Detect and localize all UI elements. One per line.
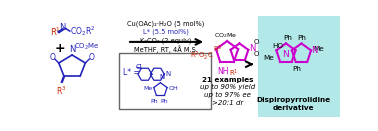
Text: L* (5.5 mol%): L* (5.5 mol%) xyxy=(143,29,189,35)
Bar xyxy=(119,53,211,109)
Text: OH: OH xyxy=(168,86,178,91)
Text: CO$_2$Me: CO$_2$Me xyxy=(74,42,100,52)
Text: NH: NH xyxy=(217,67,229,76)
Text: >20:1 dr: >20:1 dr xyxy=(212,100,243,106)
Text: N: N xyxy=(160,74,165,80)
Text: 21 examples: 21 examples xyxy=(202,77,254,83)
Text: up to 97% ee: up to 97% ee xyxy=(204,92,251,98)
Text: R$^1$: R$^1$ xyxy=(229,67,238,79)
Text: +: + xyxy=(54,42,65,55)
Text: N: N xyxy=(249,44,256,53)
Text: Cu(OAc)₂·H₂O (5 mol%): Cu(OAc)₂·H₂O (5 mol%) xyxy=(127,20,204,27)
Text: R$^3$: R$^3$ xyxy=(213,44,222,55)
Text: N: N xyxy=(311,46,318,55)
Text: O: O xyxy=(50,53,56,62)
Text: N: N xyxy=(60,23,66,32)
Text: N: N xyxy=(165,71,170,77)
Text: up to 90% yield: up to 90% yield xyxy=(200,84,256,90)
Bar xyxy=(258,16,340,117)
Text: Me: Me xyxy=(313,46,324,52)
Text: Ph: Ph xyxy=(292,66,301,72)
Text: Me: Me xyxy=(143,86,153,91)
Text: CO$_2$R$^2$: CO$_2$R$^2$ xyxy=(71,24,96,38)
Text: CO$_2$Me: CO$_2$Me xyxy=(214,31,237,40)
Text: R$^1$: R$^1$ xyxy=(50,26,61,38)
Text: Dispiropyrrolidine
derivative: Dispiropyrrolidine derivative xyxy=(257,97,331,111)
Text: Ph: Ph xyxy=(283,35,292,41)
Text: R$^2$O$_2$C: R$^2$O$_2$C xyxy=(190,50,214,62)
Text: Ph: Ph xyxy=(297,35,306,41)
Text: Ph: Ph xyxy=(161,99,168,104)
Text: N: N xyxy=(69,45,75,54)
Text: HO: HO xyxy=(272,43,283,49)
Text: MeTHF, RT, 4Å M.S.: MeTHF, RT, 4Å M.S. xyxy=(134,46,198,53)
Text: N: N xyxy=(283,50,289,59)
Text: Me: Me xyxy=(263,55,274,61)
Text: L* =: L* = xyxy=(123,68,140,77)
Text: O: O xyxy=(253,39,259,45)
Text: K₂CO₃ (2 equiv): K₂CO₃ (2 equiv) xyxy=(140,37,192,44)
Text: Ph: Ph xyxy=(150,99,158,104)
Text: Cl: Cl xyxy=(136,64,143,70)
Text: O: O xyxy=(253,51,259,57)
Text: R$^3$: R$^3$ xyxy=(56,84,67,97)
Text: O: O xyxy=(88,53,94,62)
